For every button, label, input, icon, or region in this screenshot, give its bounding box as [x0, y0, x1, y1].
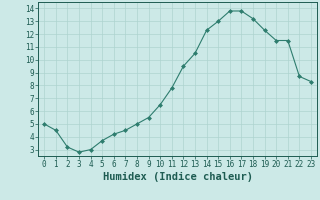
X-axis label: Humidex (Indice chaleur): Humidex (Indice chaleur): [103, 172, 252, 182]
